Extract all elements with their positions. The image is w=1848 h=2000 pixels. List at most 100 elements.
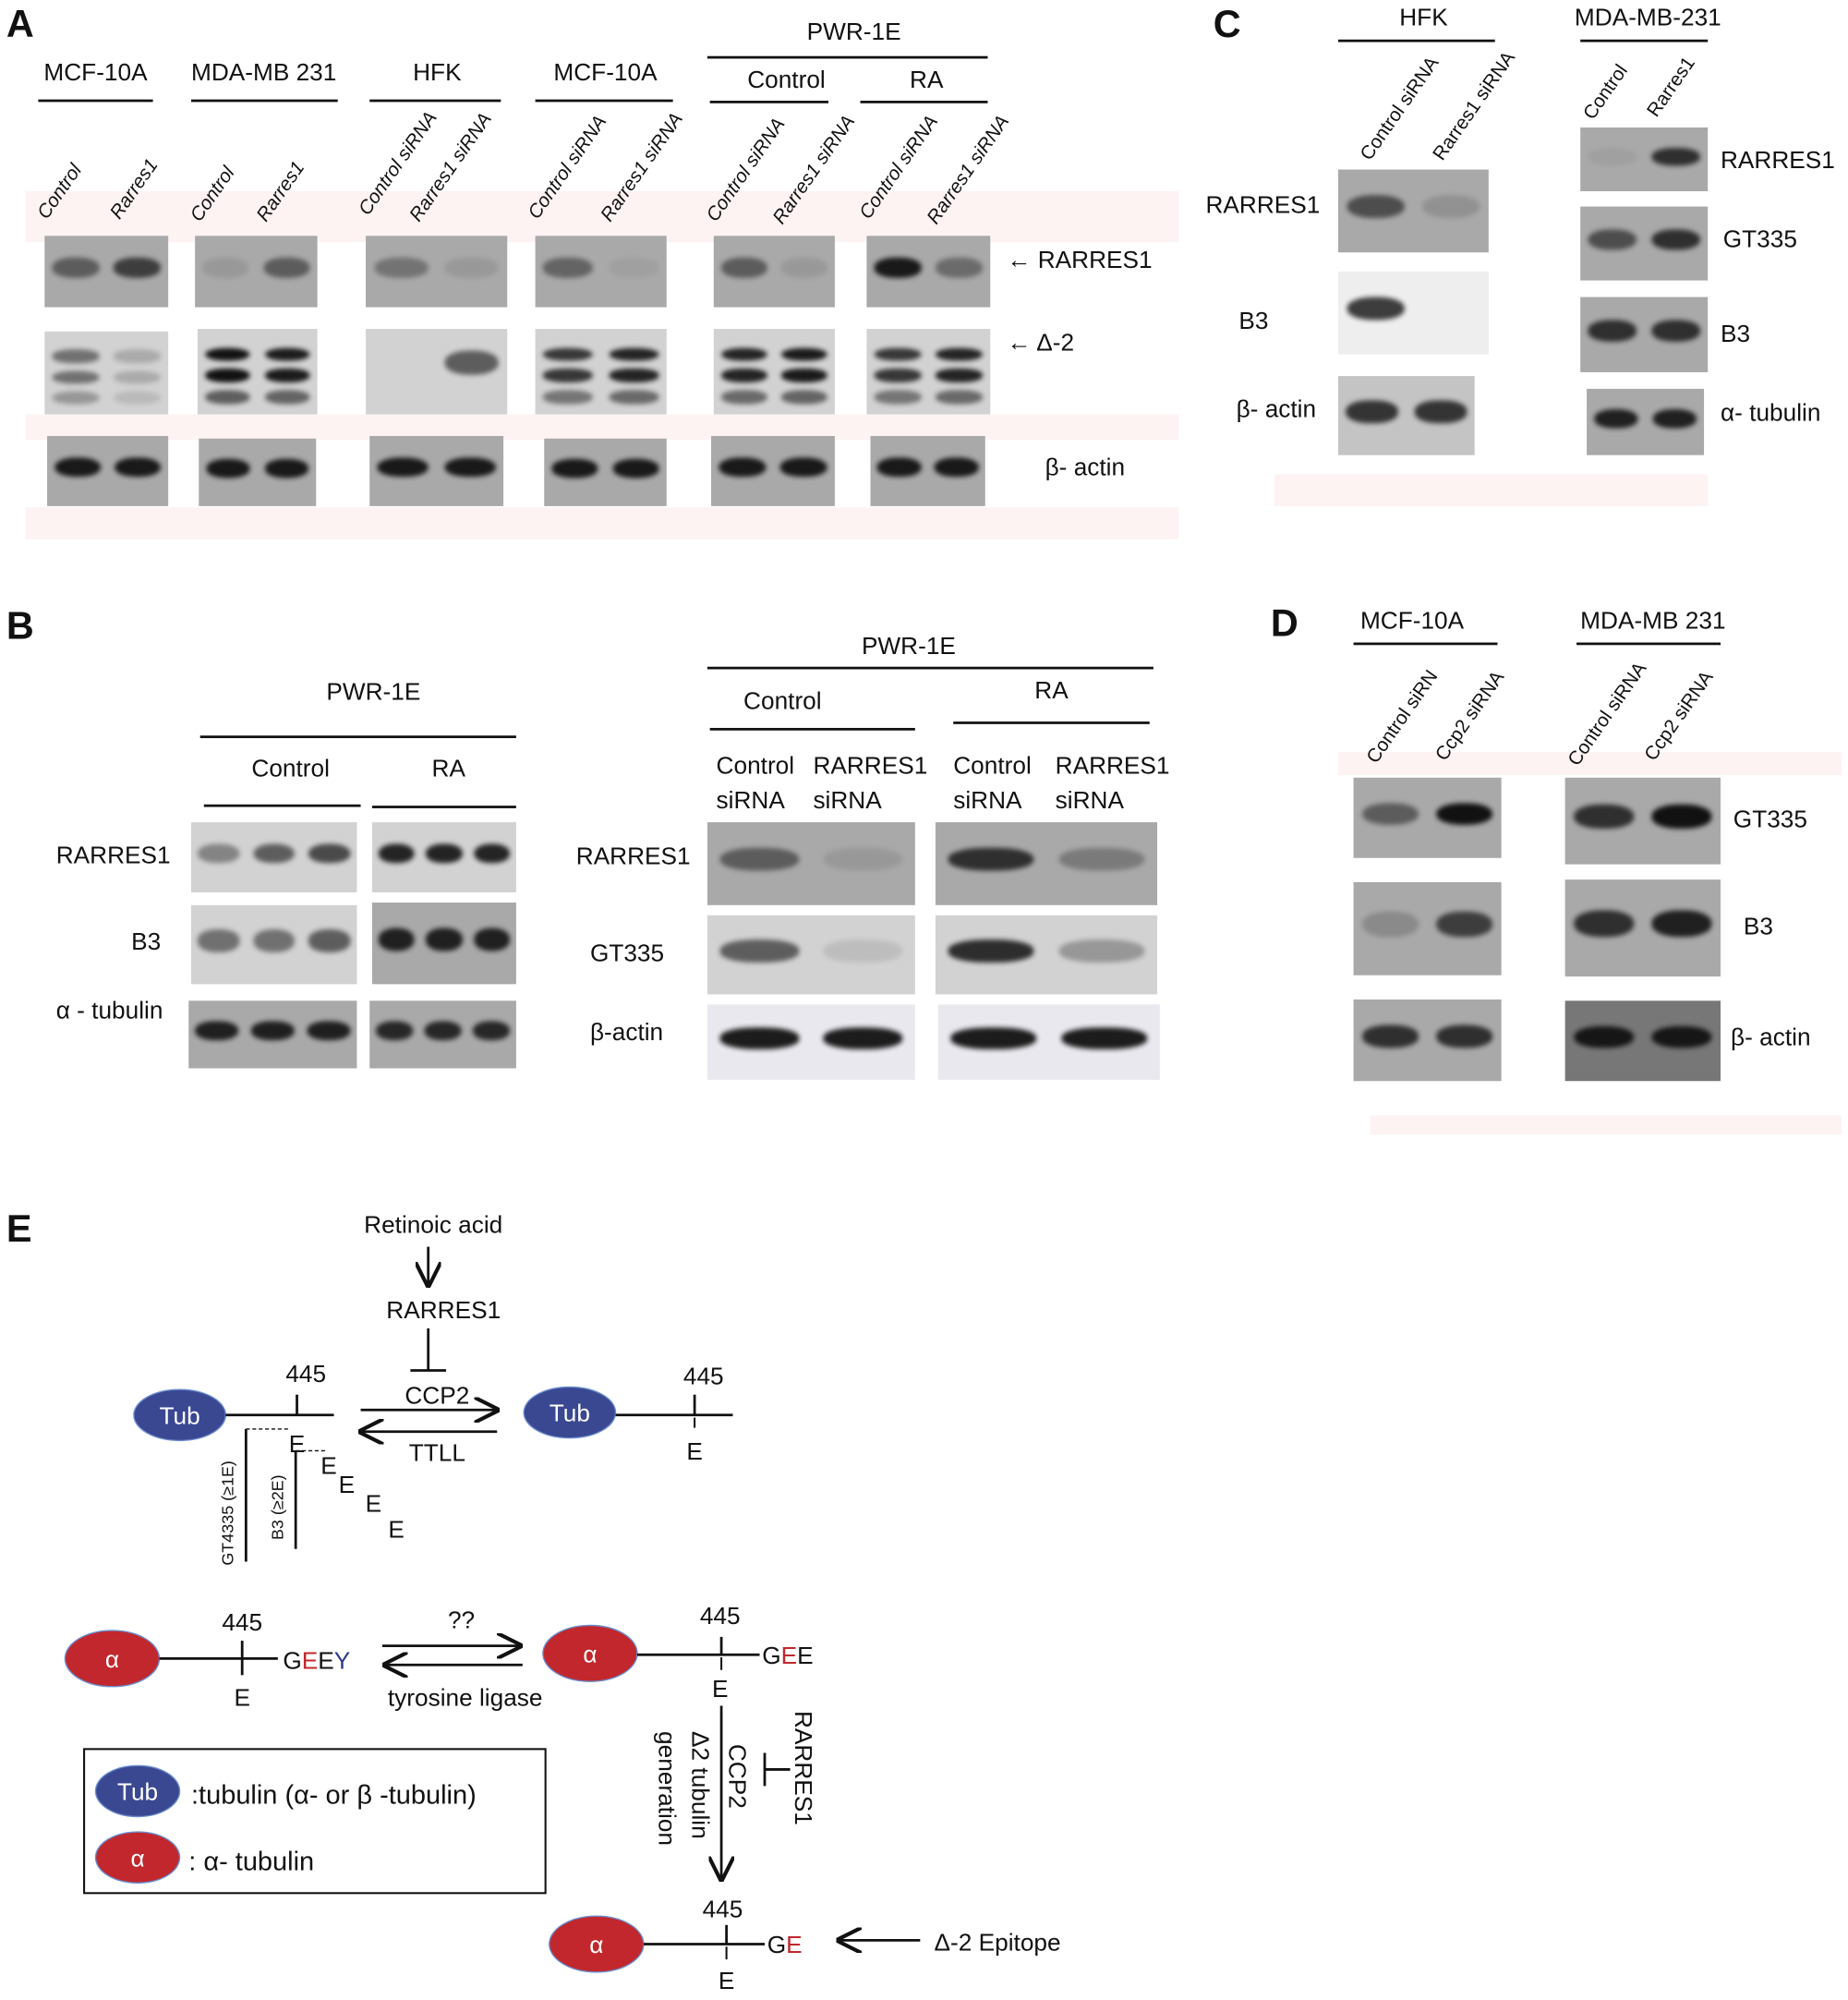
row-label: B3	[1721, 321, 1751, 348]
blot-band	[378, 927, 415, 952]
subgroup-label: Control	[743, 688, 822, 716]
blot-b3	[1338, 271, 1489, 355]
blot-band	[1414, 400, 1467, 423]
blot-band	[1347, 195, 1405, 219]
position-label: 445	[703, 1896, 743, 1923]
column-label-line: siRNA	[1055, 787, 1124, 815]
position-label: 445	[222, 1608, 262, 1636]
blot-rarres1	[1338, 169, 1489, 253]
blot-rarres1	[935, 822, 1158, 905]
row-label: β- actin	[1236, 396, 1317, 424]
blot-band	[1652, 409, 1697, 429]
group-line	[707, 55, 988, 59]
blot-band	[52, 370, 100, 384]
blot-band	[251, 1021, 295, 1041]
blot-rarres1	[371, 822, 516, 892]
group-line	[199, 735, 516, 739]
ge-sequence: GE	[767, 1931, 803, 1958]
row-label: RARRES1	[575, 843, 691, 871]
blot-band	[948, 939, 1033, 963]
residue: E	[797, 1642, 814, 1669]
blot-delta2	[866, 329, 991, 415]
blot-actin	[369, 435, 504, 506]
column-label-line: siRNA	[813, 787, 882, 815]
blot-band	[609, 369, 659, 383]
blot-band	[195, 1021, 238, 1041]
blot-actin	[47, 435, 169, 506]
blot-band	[779, 457, 827, 478]
blot-band	[1574, 1025, 1634, 1048]
blot-b3	[371, 903, 516, 985]
tub-label: Tub	[550, 1400, 590, 1427]
blot-band	[543, 347, 594, 362]
panel-b-letter: B	[6, 605, 34, 648]
blot-band	[1347, 297, 1405, 321]
blot-delta2	[713, 329, 835, 415]
blot-band	[375, 1021, 413, 1041]
position-label: 445	[683, 1363, 724, 1390]
panel-d-letter: D	[1270, 602, 1298, 646]
residue: G	[283, 1646, 301, 1674]
blot-band	[935, 457, 979, 478]
blot-delta2	[366, 329, 508, 415]
blot-band	[951, 1027, 1036, 1049]
blot-band	[720, 369, 767, 383]
group-line	[535, 99, 673, 103]
blot-band	[424, 1021, 462, 1041]
blot-band	[609, 258, 659, 278]
geey-sequence: GEEY	[283, 1646, 350, 1674]
blot-rarres1	[1580, 127, 1709, 191]
row-label: B3	[131, 929, 162, 956]
blot-band	[1651, 909, 1711, 938]
blot-band	[444, 258, 500, 278]
blot-band	[198, 843, 240, 864]
blot-band	[1059, 939, 1144, 963]
blot-band	[609, 390, 659, 405]
vertical-rarres1-label: RARRES1	[790, 1711, 817, 1825]
blot-gt335	[707, 915, 915, 995]
blot-tubulin	[188, 1000, 357, 1069]
blot-band	[252, 843, 296, 864]
background-strip	[25, 414, 1179, 441]
blot-band	[307, 1021, 351, 1041]
blot-band	[426, 927, 463, 952]
blot-band	[264, 390, 310, 405]
blot-band	[444, 351, 500, 375]
gee-sequence: GEE	[762, 1642, 813, 1669]
blot-band	[1588, 147, 1637, 165]
row-label: RARRES1	[1721, 148, 1835, 176]
blot-tubulin	[369, 1000, 516, 1069]
blot-actin	[707, 1004, 915, 1080]
residue: G	[767, 1931, 786, 1958]
blot-gt335	[935, 915, 1158, 995]
blot-band	[205, 459, 251, 479]
blot-band	[781, 258, 828, 278]
row-label: B3	[1238, 308, 1269, 335]
vertical-generation-label: generation	[653, 1731, 681, 1846]
blot-band	[1588, 229, 1637, 250]
blot-rarres1	[535, 236, 667, 308]
blot-band	[377, 457, 429, 478]
blot-delta2	[535, 329, 667, 415]
group-label: PWR-1E	[326, 679, 421, 707]
blot-band	[374, 258, 429, 278]
blot-band	[1062, 1027, 1147, 1049]
epitope-label: Δ-2 Epitope	[935, 1928, 1061, 1956]
blot-band	[1574, 909, 1634, 938]
alpha-label: α	[105, 1645, 119, 1673]
blot-band	[936, 390, 984, 405]
group-line	[1576, 642, 1721, 646]
blot-band	[1059, 847, 1144, 871]
blot-band	[474, 843, 511, 864]
blot-band	[54, 457, 101, 478]
blot-b3	[1564, 879, 1721, 977]
glu-residue: E	[289, 1430, 306, 1458]
group-label: MDA-MB 231	[1580, 608, 1726, 636]
blot-band	[948, 847, 1033, 871]
glu-residue: E	[320, 1451, 337, 1479]
group-label: MDA-MB 231	[190, 59, 337, 87]
ttll-label: TTLL	[409, 1438, 465, 1466]
glu-residue: E	[719, 1967, 735, 1994]
row-label: GT335	[1722, 226, 1797, 254]
legend-alpha-text: : α- tubulin	[188, 1847, 314, 1876]
